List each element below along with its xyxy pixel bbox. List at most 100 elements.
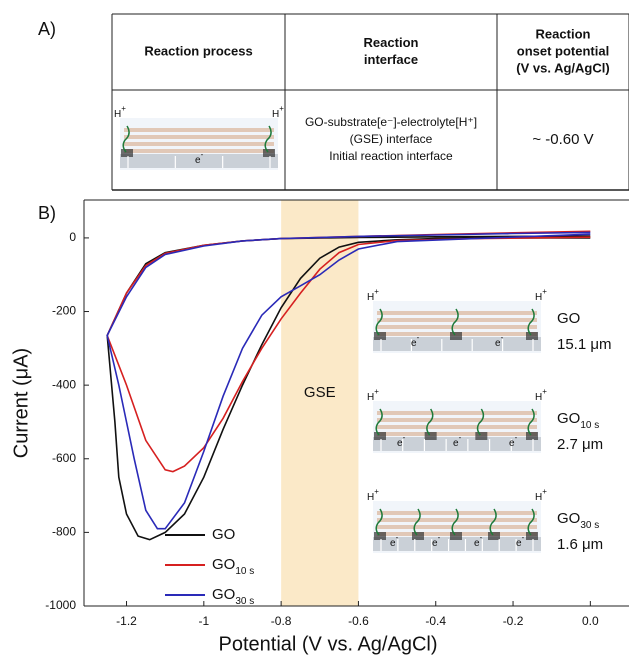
proton-path: [476, 408, 485, 436]
schematic-label: e-: [474, 533, 483, 549]
charge: -: [459, 433, 462, 442]
proton-path: [375, 308, 383, 336]
schematic: [373, 301, 541, 353]
y-axis-title: Current (μA): [10, 348, 32, 458]
charge: -: [403, 433, 406, 442]
junction: [374, 532, 386, 540]
symbol: e: [411, 338, 417, 349]
charge: +: [374, 387, 379, 396]
junction: [374, 332, 386, 340]
proton-path: [413, 508, 421, 536]
panel-label: B): [38, 203, 56, 223]
table-cell: GO-substrate[e⁻]-electrolyte[H⁺]: [305, 115, 477, 129]
proton-path: [527, 308, 535, 336]
schematic-label: e-: [495, 333, 504, 349]
y-tick-label: 0: [69, 230, 76, 244]
schematic-label: H+: [367, 487, 379, 503]
legend-label: GO30 s: [212, 586, 254, 607]
charge: -: [522, 533, 525, 542]
go-layer: [124, 128, 274, 132]
symbol: H: [367, 292, 374, 303]
charge: -: [501, 333, 504, 342]
schematic-label: e-: [397, 433, 406, 449]
background: [373, 401, 541, 453]
proton-path: [122, 125, 130, 153]
charge: +: [374, 487, 379, 496]
table-cell: (GSE) interface: [350, 132, 433, 146]
inset-subscript: 30 s: [580, 520, 599, 531]
junction: [450, 532, 462, 540]
inset-thickness: 15.1 μm: [557, 336, 612, 353]
proton-path: [426, 408, 434, 436]
proton-path: [264, 125, 272, 153]
charge: +: [542, 387, 547, 396]
junction: [263, 149, 275, 157]
x-axis-title: Potential (V vs. Ag/AgCl): [219, 633, 438, 655]
proton-path: [451, 508, 459, 536]
proton-path: [527, 508, 535, 536]
go-layer: [377, 525, 537, 529]
legend-subscript: 10 s: [235, 566, 254, 577]
symbol: e: [390, 538, 396, 549]
junction: [488, 532, 500, 540]
legend-label: GO: [212, 526, 235, 543]
schematic-label: e-: [432, 533, 441, 549]
table-header: onset potential: [517, 43, 609, 58]
junction: [424, 432, 437, 440]
gse-band: [281, 200, 359, 606]
go-layer: [377, 425, 537, 429]
table-cell: ~ -0.60 V: [532, 131, 593, 148]
go-layer: [124, 135, 274, 139]
legend-name: GO: [212, 556, 235, 573]
junction: [121, 149, 133, 157]
symbol: e: [453, 438, 459, 449]
band-label: GSE: [304, 384, 336, 401]
charge: -: [515, 433, 518, 442]
symbol: H: [535, 392, 542, 403]
table-header: Reaction: [536, 26, 591, 41]
x-tick-label: -0.6: [348, 614, 369, 628]
substrate: [373, 437, 541, 451]
charge: -: [396, 533, 399, 542]
schematic: [120, 118, 278, 170]
y-tick-label: -200: [52, 304, 76, 318]
inset-thickness: 1.6 μm: [557, 536, 603, 553]
y-tick-label: -400: [52, 377, 76, 391]
inset-label: GO: [557, 310, 580, 327]
go-layer: [377, 432, 537, 436]
schematic-label: e-: [411, 333, 420, 349]
substrate: [373, 337, 541, 351]
schematic-label: H+: [272, 104, 284, 120]
x-tick-label: -0.4: [425, 614, 446, 628]
legend-subscript: 30 s: [235, 596, 254, 607]
proton-path: [375, 408, 383, 436]
junction: [526, 332, 538, 340]
go-layer: [377, 411, 537, 415]
schematic-label: H+: [535, 287, 547, 303]
schematic-label: H+: [114, 104, 126, 120]
charge: -: [417, 333, 420, 342]
junction: [526, 432, 538, 440]
x-tick-label: 0.0: [582, 614, 599, 628]
inset-label: GO10 s: [557, 410, 599, 431]
symbol: H: [367, 392, 374, 403]
charge: +: [121, 104, 126, 113]
x-tick-label: -1: [198, 614, 209, 628]
schematic-label: e-: [195, 150, 204, 166]
inset-name: GO: [557, 510, 580, 527]
legend-name: GO: [212, 586, 235, 603]
symbol: e: [509, 438, 515, 449]
go-layer: [124, 149, 274, 153]
table-header: interface: [364, 52, 418, 67]
symbol: e: [397, 438, 403, 449]
charge: -: [201, 150, 204, 159]
schematic-label: e-: [516, 533, 525, 549]
table-cell: Initial reaction interface: [329, 149, 453, 163]
legend-label: GO10 s: [212, 556, 254, 577]
inset-label: GO30 s: [557, 510, 599, 531]
x-tick-label: -0.8: [271, 614, 292, 628]
inset-name: GO: [557, 310, 580, 327]
symbol: e: [495, 338, 501, 349]
schematic-label: H+: [367, 387, 379, 403]
